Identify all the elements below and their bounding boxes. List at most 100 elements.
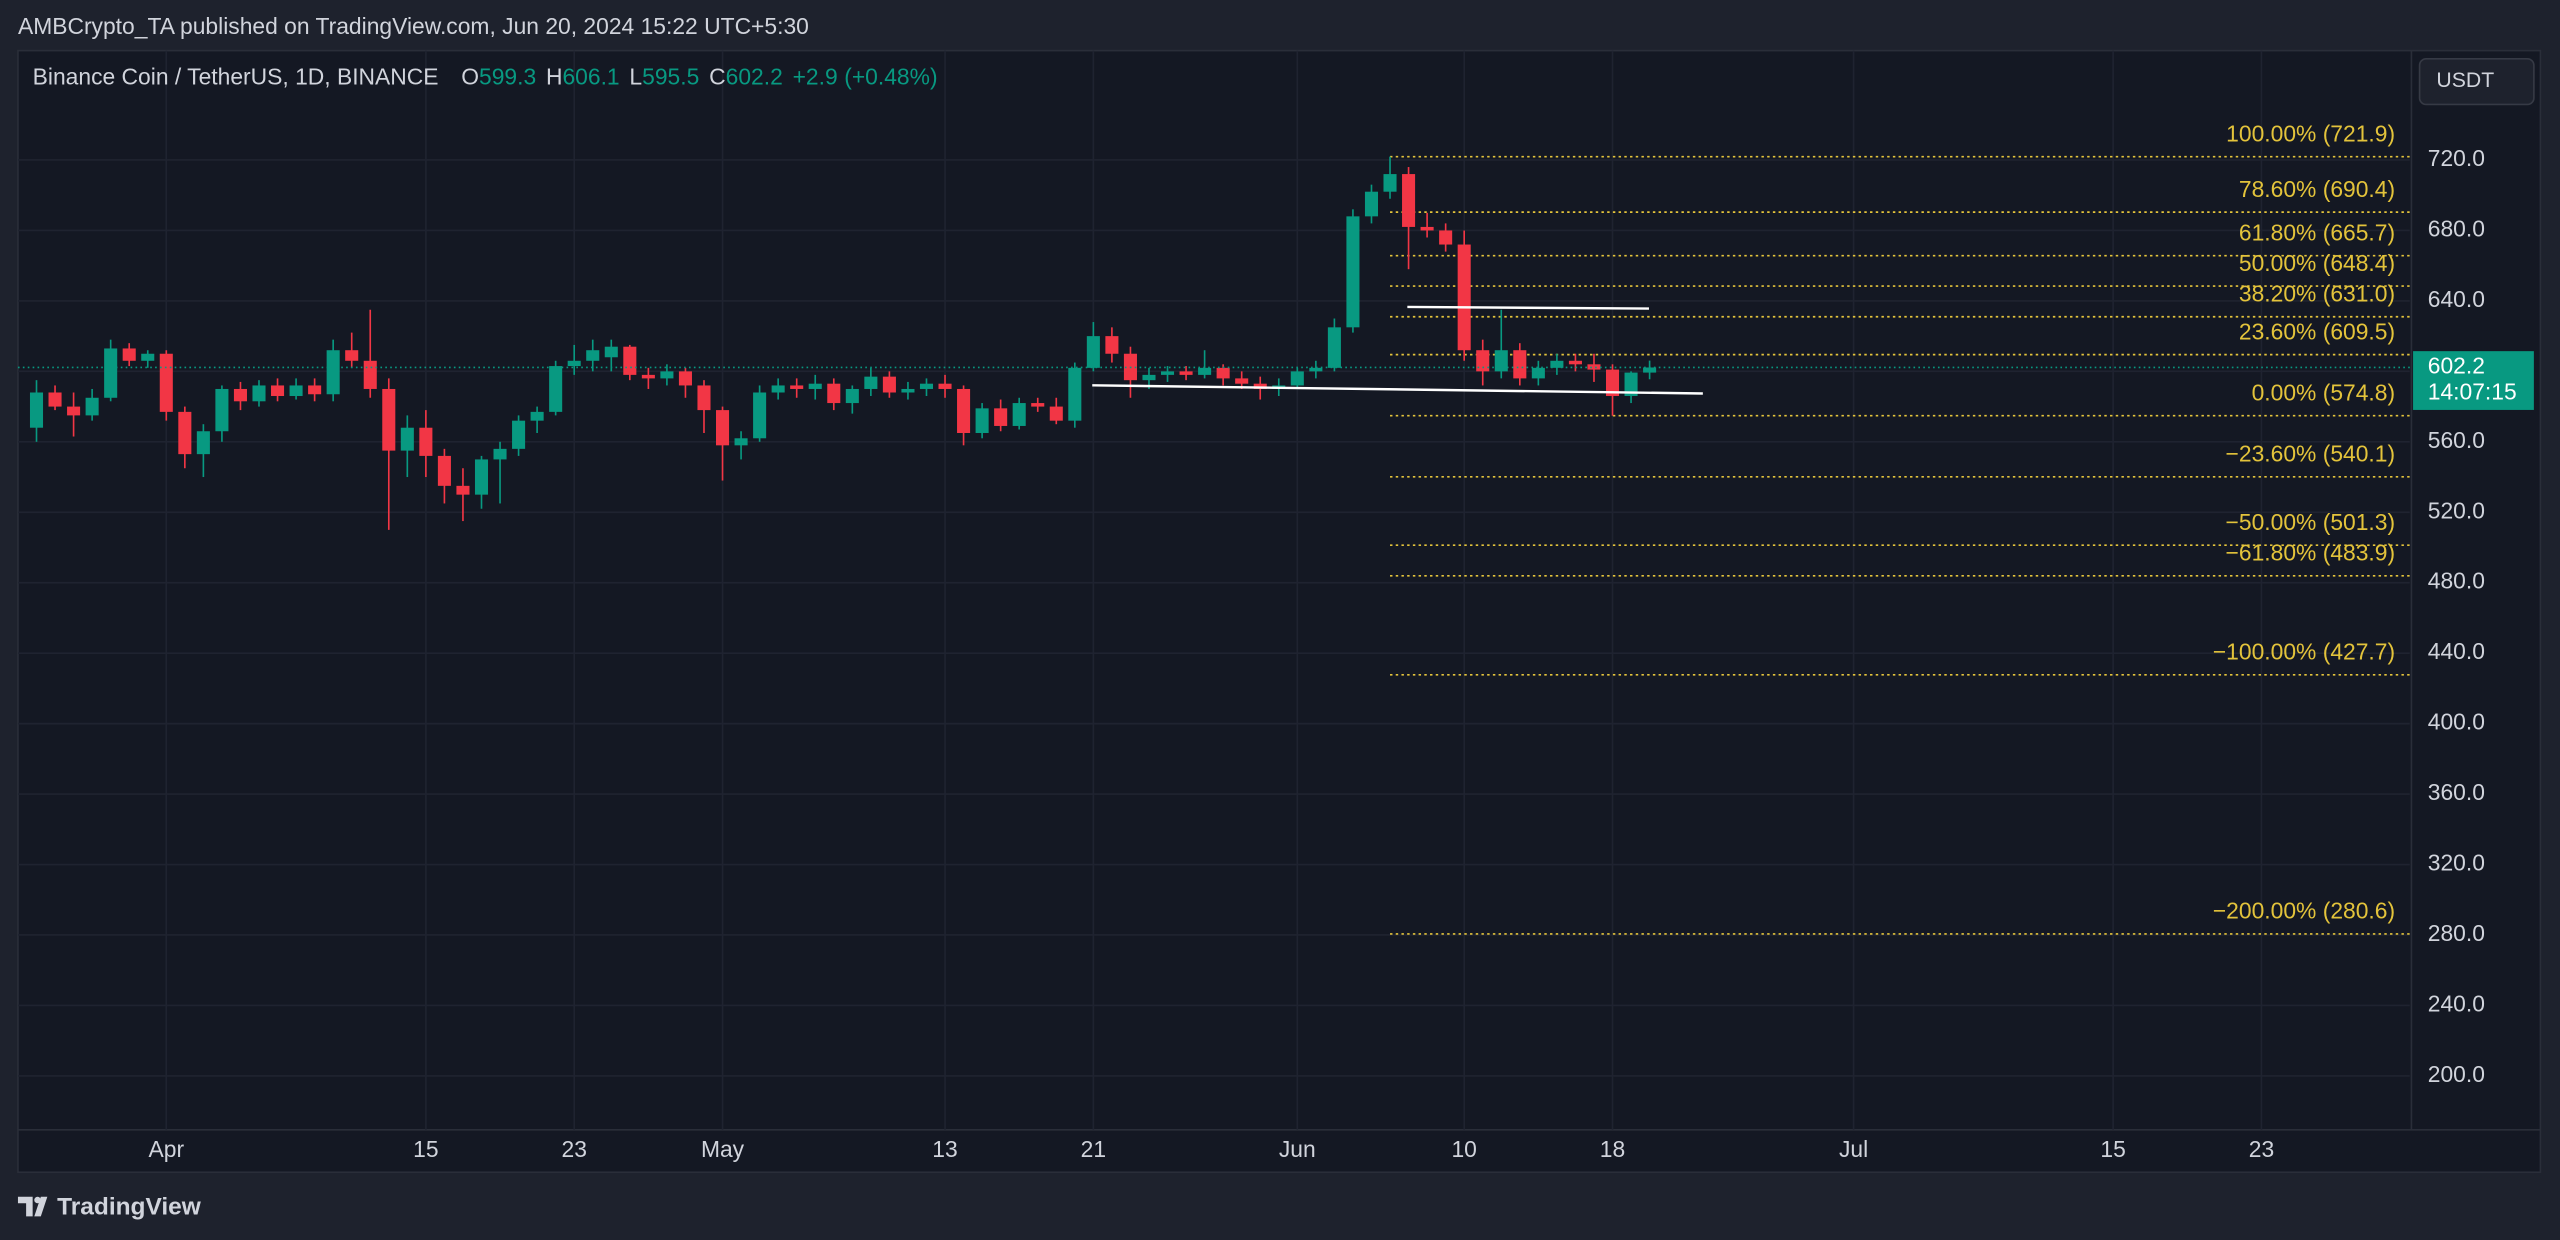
candle-body xyxy=(1198,367,1212,375)
candle-body xyxy=(326,350,340,395)
candles xyxy=(29,156,1657,530)
tradingview-logo: TradingView xyxy=(17,1194,202,1221)
candle-body xyxy=(938,383,952,389)
x-tick-label: 21 xyxy=(1081,1136,1106,1162)
candle-body xyxy=(697,385,711,411)
fib-level-label: 78.60% (690.4) xyxy=(2239,176,2395,202)
candle-body xyxy=(159,353,173,412)
change-percent: (+0.48%) xyxy=(844,63,937,89)
fib-level-label: 23.60% (609.5) xyxy=(2239,318,2395,344)
y-tick-label: 480.0 xyxy=(2428,568,2485,594)
fib-level-label: 61.80% (665.7) xyxy=(2239,219,2395,245)
ohlc-value: 606.1 xyxy=(562,63,619,89)
candle-body xyxy=(530,411,544,421)
candle-body xyxy=(252,385,266,402)
candle-body xyxy=(1031,403,1045,407)
candle-body xyxy=(1605,369,1620,397)
fib-level-label: −23.60% (540.1) xyxy=(2226,441,2396,467)
candle-body xyxy=(419,427,433,456)
y-tick-label: 280.0 xyxy=(2428,920,2485,946)
candle-body xyxy=(641,374,655,379)
candle-body xyxy=(864,376,878,389)
candle-body xyxy=(1568,360,1582,365)
change: +2.9 xyxy=(793,63,838,89)
candle-body xyxy=(1624,372,1638,397)
y-tick-label: 240.0 xyxy=(2428,990,2485,1016)
candle-body xyxy=(957,388,971,434)
y-tick-label: 320.0 xyxy=(2428,850,2485,876)
x-tick-label: 15 xyxy=(2100,1136,2125,1162)
candle-body xyxy=(1160,371,1175,375)
currency-label[interactable]: USDT xyxy=(2436,69,2494,92)
candle-body xyxy=(437,455,451,486)
candle-body xyxy=(1494,350,1508,372)
chart-pane xyxy=(17,49,2542,1174)
candle-body xyxy=(808,383,822,389)
fib-level-label: 38.20% (631.0) xyxy=(2239,281,2395,307)
fib-level-label: −200.00% (280.6) xyxy=(2213,898,2395,924)
candle-body xyxy=(474,459,489,495)
candle-body xyxy=(85,397,99,416)
fib-level-label: 100.00% (721.9) xyxy=(2226,120,2395,146)
candle-body xyxy=(345,350,359,361)
y-tick-label: 560.0 xyxy=(2428,427,2485,453)
symbol-title: Binance Coin / TetherUS, 1D, BINANCE xyxy=(33,63,439,89)
candle-body xyxy=(1383,174,1397,192)
last-price-label: 602.2 xyxy=(2428,353,2485,379)
candle-body xyxy=(716,410,730,446)
candle-body xyxy=(1235,378,1249,384)
candle-body xyxy=(882,376,896,393)
ohlc-key: L xyxy=(629,63,642,89)
candle-body xyxy=(845,388,859,404)
currency-button[interactable] xyxy=(2418,57,2535,106)
candle-body xyxy=(1364,191,1379,217)
candle-body xyxy=(1086,336,1100,368)
candle-body xyxy=(67,406,81,416)
x-tick-label: 10 xyxy=(1451,1136,1476,1162)
candle-body xyxy=(901,388,915,393)
candle-body xyxy=(196,431,210,455)
x-tick-label: 13 xyxy=(932,1136,957,1162)
candle-body xyxy=(771,385,785,393)
candle-body xyxy=(493,448,507,460)
candle-body xyxy=(1550,360,1564,368)
candle-body xyxy=(734,438,748,446)
fib-level-label: 50.00% (648.4) xyxy=(2239,250,2395,276)
candle-body xyxy=(178,411,192,455)
resistance-trendline xyxy=(1407,305,1649,310)
logo-text: TradingView xyxy=(57,1194,202,1221)
logo-dot xyxy=(34,1196,41,1204)
x-tick-label: Apr xyxy=(149,1136,185,1162)
fib-level-label: 0.00% (574.8) xyxy=(2252,380,2396,406)
candle-body xyxy=(919,383,934,389)
candle-body xyxy=(623,346,637,375)
fib-level-label: −100.00% (427.7) xyxy=(2213,639,2395,665)
candle-body xyxy=(400,427,414,451)
y-tick-label: 720.0 xyxy=(2428,145,2485,171)
x-tick-label: Jun xyxy=(1279,1136,1316,1162)
candle-body xyxy=(549,366,563,412)
ohlc-key: C xyxy=(709,63,726,89)
candle-body xyxy=(363,360,377,389)
candle-body xyxy=(1142,374,1156,381)
candle-body xyxy=(122,348,136,361)
candle-body xyxy=(215,388,229,432)
candle-body xyxy=(1513,350,1527,379)
candle-body xyxy=(567,360,581,367)
candle-body xyxy=(604,346,618,358)
candle-body xyxy=(1531,367,1545,379)
publisher-line: AMBCrypto_TA published on TradingView.co… xyxy=(18,13,809,39)
x-tick-label: 23 xyxy=(2249,1136,2274,1162)
candle-body xyxy=(1346,216,1360,328)
candle-body xyxy=(660,371,674,379)
x-tick-label: May xyxy=(701,1136,745,1162)
candle-body xyxy=(1290,371,1304,386)
y-tick-label: 200.0 xyxy=(2428,1061,2485,1087)
fib-retracement: 100.00% (721.9) 78.60% (690.4) 61.80% (665… xyxy=(1390,120,2410,935)
candle-body xyxy=(586,350,600,361)
candle-body xyxy=(1105,336,1119,354)
fib-level-label: −61.80% (483.9) xyxy=(2226,540,2396,566)
candle-body xyxy=(1179,371,1193,375)
